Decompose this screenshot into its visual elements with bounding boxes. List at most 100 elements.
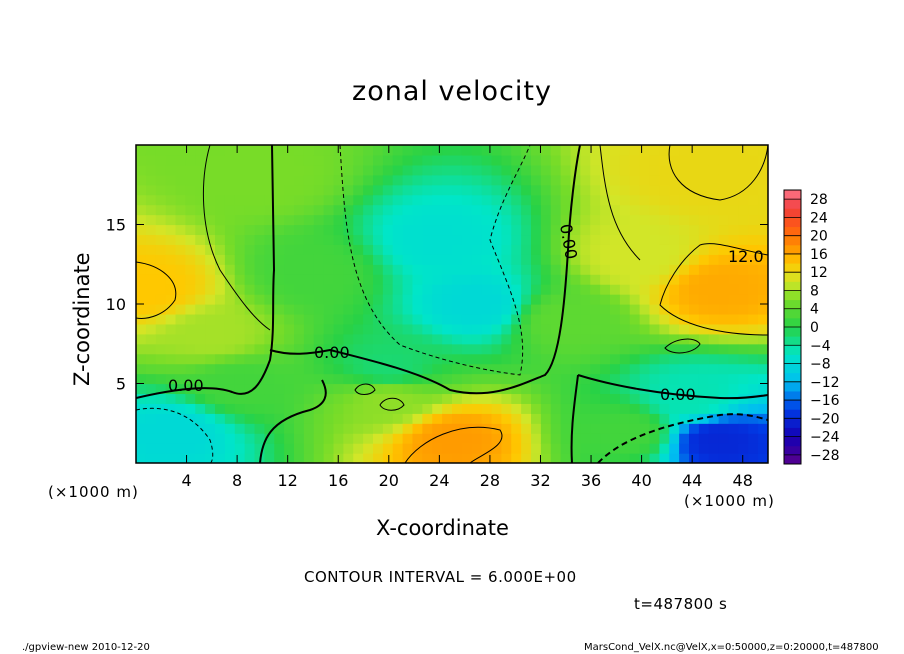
heat-cell bbox=[333, 413, 344, 424]
heat-cell bbox=[481, 373, 493, 385]
heat-cell bbox=[363, 254, 374, 265]
heat-cell bbox=[412, 204, 423, 216]
heat-cell bbox=[629, 244, 641, 255]
heat-cell bbox=[590, 204, 601, 216]
heat-cell bbox=[185, 184, 196, 196]
heat-cell bbox=[175, 423, 186, 434]
heat-cell bbox=[560, 304, 572, 315]
heat-cell bbox=[155, 383, 167, 395]
heat-cell bbox=[165, 323, 177, 335]
heat-cell bbox=[659, 164, 670, 176]
heat-cell bbox=[708, 373, 720, 385]
heat-cell bbox=[649, 393, 660, 404]
heat-cell bbox=[323, 174, 335, 186]
heat-cell bbox=[442, 363, 453, 375]
heat-cell bbox=[501, 224, 512, 236]
heat-cell bbox=[560, 443, 572, 454]
heat-cell bbox=[224, 443, 236, 454]
heat-cell bbox=[560, 413, 572, 424]
heat-cell bbox=[481, 194, 493, 206]
heat-cell bbox=[373, 294, 384, 305]
heat-cell bbox=[402, 244, 414, 255]
heat-cell bbox=[471, 373, 483, 385]
contour-12-upper-right bbox=[668, 145, 768, 201]
contour-small-island-1 bbox=[354, 383, 376, 395]
heat-cell bbox=[629, 154, 641, 166]
heat-cell bbox=[659, 274, 670, 285]
heat-cell bbox=[521, 254, 532, 265]
x-unit-left: (×1000 m) bbox=[48, 483, 139, 501]
heat-cell bbox=[244, 284, 256, 295]
heat-cell bbox=[540, 234, 552, 245]
heat-cell bbox=[560, 244, 572, 255]
heat-cell bbox=[165, 373, 177, 385]
heat-cell bbox=[175, 154, 186, 166]
heat-cell bbox=[728, 443, 739, 454]
heat-cell bbox=[669, 214, 680, 226]
heat-cell bbox=[491, 194, 502, 206]
heat-cell bbox=[461, 244, 473, 255]
heat-cell bbox=[679, 323, 690, 335]
heat-cell bbox=[629, 234, 641, 245]
heat-cell bbox=[274, 453, 285, 463]
heat-cell bbox=[570, 343, 581, 355]
heat-cell bbox=[264, 154, 275, 166]
heat-cell bbox=[600, 453, 611, 463]
heat-cell bbox=[659, 423, 670, 434]
heat-cell bbox=[718, 403, 730, 414]
heat-cell bbox=[521, 264, 532, 275]
heat-cell bbox=[136, 423, 147, 434]
heat-cell bbox=[392, 145, 404, 156]
heat-cell bbox=[224, 254, 236, 265]
heat-cell bbox=[481, 244, 493, 255]
heat-cell bbox=[175, 363, 186, 375]
heat-cell bbox=[461, 214, 473, 226]
heat-cell bbox=[402, 323, 414, 335]
heat-cell bbox=[254, 343, 265, 355]
heat-cell bbox=[422, 343, 433, 355]
heat-cell bbox=[392, 433, 404, 444]
heat-cell bbox=[629, 413, 641, 424]
heat-cell bbox=[353, 433, 364, 444]
heat-cell bbox=[619, 333, 631, 345]
colorbar-segment bbox=[784, 199, 801, 209]
heat-cell bbox=[471, 224, 483, 236]
heat-cell bbox=[333, 234, 344, 245]
heat-cell bbox=[323, 224, 335, 236]
heat-cell bbox=[234, 443, 246, 454]
heat-cell bbox=[570, 184, 581, 196]
heat-cell bbox=[619, 343, 631, 355]
heat-cell bbox=[728, 353, 739, 365]
heat-cell bbox=[511, 284, 522, 295]
heat-cell bbox=[402, 423, 414, 434]
heat-cell bbox=[343, 254, 354, 265]
heat-cell bbox=[353, 244, 364, 255]
heat-cell bbox=[392, 423, 404, 434]
heat-cell bbox=[758, 423, 768, 434]
heat-cell bbox=[758, 353, 768, 365]
heat-cell bbox=[758, 154, 768, 166]
heat-cell bbox=[708, 234, 720, 245]
heat-cell bbox=[284, 254, 295, 265]
heat-cell bbox=[294, 393, 305, 404]
heat-cell bbox=[461, 333, 473, 345]
heat-cell bbox=[540, 274, 552, 285]
heat-cell bbox=[412, 313, 423, 325]
heat-cell bbox=[432, 214, 443, 226]
heat-cell bbox=[570, 443, 581, 454]
heat-cell bbox=[155, 423, 167, 434]
heat-cell bbox=[679, 443, 690, 454]
heat-cell bbox=[343, 184, 354, 196]
heat-cell bbox=[284, 204, 295, 216]
heat-cell bbox=[215, 214, 226, 226]
heat-cell bbox=[215, 194, 226, 206]
heat-cell bbox=[313, 403, 325, 414]
heat-cell bbox=[738, 294, 749, 305]
heat-cell bbox=[511, 224, 522, 236]
heat-cell bbox=[570, 214, 581, 226]
heat-cell bbox=[234, 363, 246, 375]
heat-cell bbox=[333, 433, 344, 444]
heat-cell bbox=[600, 224, 611, 236]
heat-cell bbox=[155, 433, 167, 444]
heat-cell bbox=[284, 224, 295, 236]
